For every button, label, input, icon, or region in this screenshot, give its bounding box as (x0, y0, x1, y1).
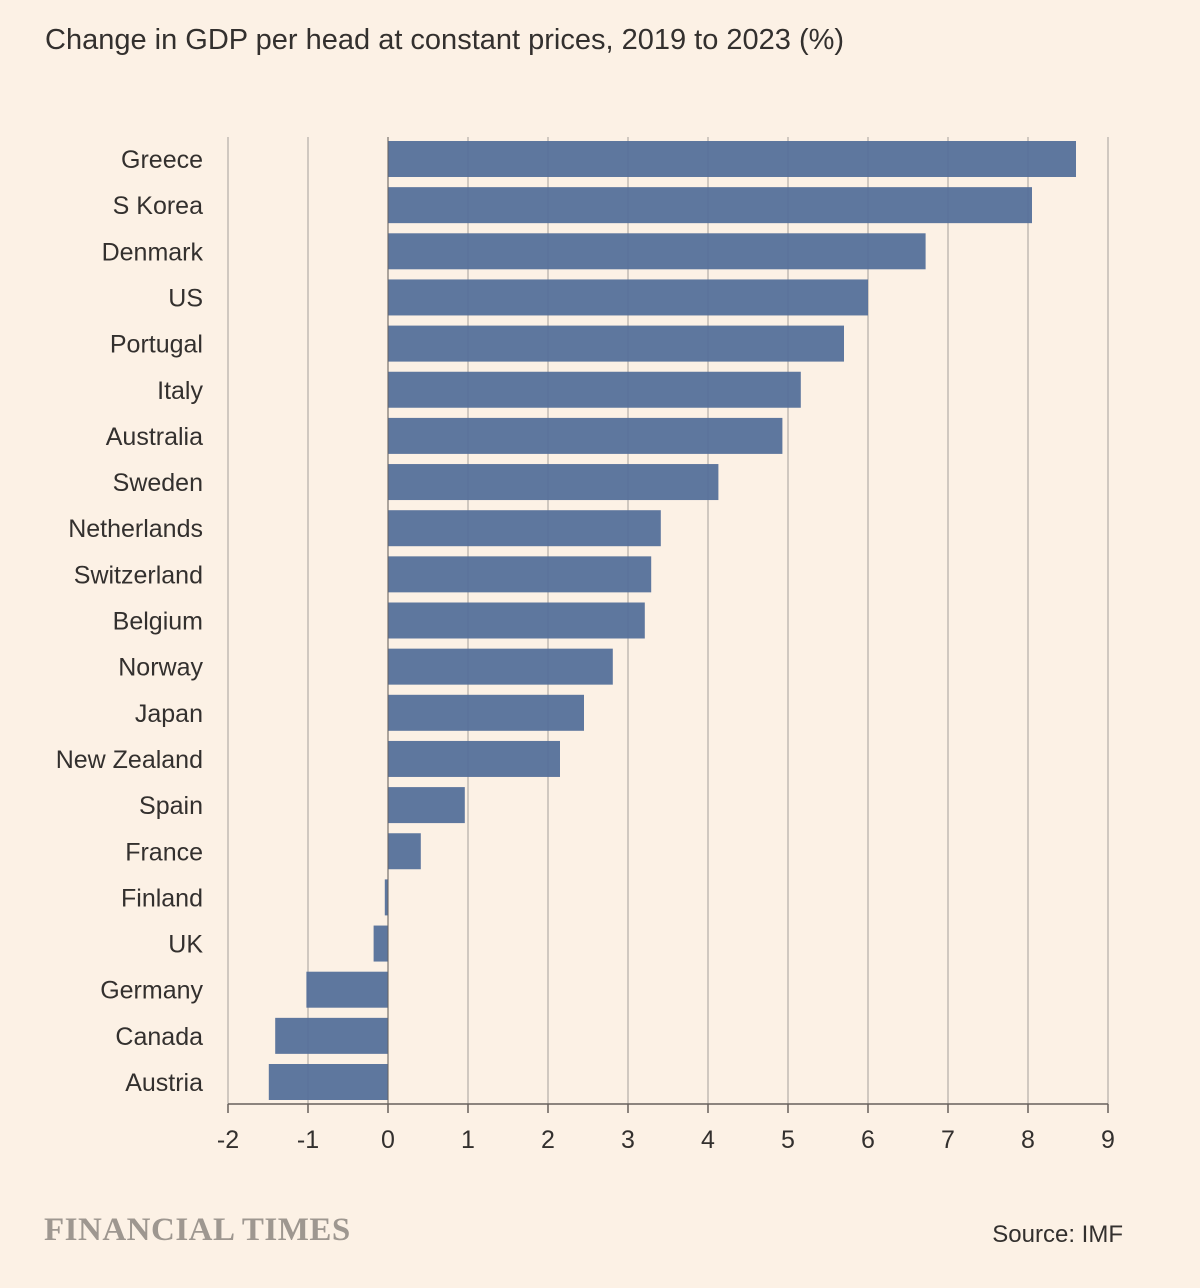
bar (384, 879, 388, 916)
category-label: New Zealand (56, 746, 203, 774)
bar (388, 740, 560, 777)
x-axis: -2 -1 0 1 2 3 4 5 6 7 8 9 (217, 137, 1115, 1154)
x-tick-label: 2 (541, 1126, 555, 1154)
bar (388, 371, 801, 408)
category-label: S Korea (113, 192, 203, 220)
category-label: France (125, 838, 203, 866)
bar (388, 279, 868, 316)
category-label: Finland (121, 884, 203, 912)
category-label: Greece (121, 146, 203, 174)
category-labels: Greece S Korea Denmark US Portugal Italy Austr… (56, 146, 204, 1097)
x-tick-label: 4 (701, 1126, 715, 1154)
x-tick-label: 7 (941, 1126, 955, 1154)
bar (388, 556, 652, 593)
bar (388, 787, 465, 824)
bar (275, 1017, 388, 1054)
category-label: Germany (100, 977, 203, 1005)
bar (388, 833, 421, 870)
category-label: Sweden (113, 469, 203, 497)
bar (388, 602, 645, 639)
x-tick-label: 1 (461, 1126, 475, 1154)
category-label: UK (168, 931, 203, 959)
bar (388, 325, 844, 362)
bar (388, 233, 926, 270)
ft-logo: FINANCIAL TIMES (44, 1212, 351, 1248)
category-label: US (168, 284, 203, 312)
bar (388, 141, 1076, 177)
category-label: Canada (115, 1023, 203, 1051)
bar (388, 510, 661, 547)
category-label: Denmark (102, 238, 204, 266)
bar (388, 464, 719, 501)
bars (268, 141, 1076, 1100)
bar (388, 417, 783, 454)
x-tick-label: 9 (1101, 1126, 1115, 1154)
bar (388, 187, 1032, 224)
chart-title: Change in GDP per head at constant price… (45, 24, 845, 56)
category-label: Italy (157, 377, 203, 405)
category-label: Norway (118, 654, 203, 682)
x-tick-label: 3 (621, 1126, 635, 1154)
x-tick-label: -1 (297, 1126, 319, 1154)
bar (388, 694, 584, 731)
category-label: Japan (135, 700, 203, 728)
category-label: Portugal (110, 331, 203, 359)
bar (306, 971, 388, 1008)
bar (268, 1064, 388, 1100)
category-label: Spain (139, 792, 203, 820)
category-label: Australia (106, 423, 203, 451)
category-label: Switzerland (74, 561, 203, 589)
category-label: Austria (125, 1069, 203, 1097)
x-tick-label: 5 (781, 1126, 795, 1154)
x-tick-label: 6 (861, 1126, 875, 1154)
bar (388, 648, 613, 685)
x-tick-label: -2 (217, 1126, 239, 1154)
x-tick-label: 8 (1021, 1126, 1035, 1154)
x-tick-label: 0 (381, 1126, 395, 1154)
category-label: Netherlands (68, 515, 203, 543)
bar (373, 925, 388, 962)
category-label: Belgium (113, 608, 203, 636)
source-note: Source: IMF (992, 1221, 1123, 1248)
